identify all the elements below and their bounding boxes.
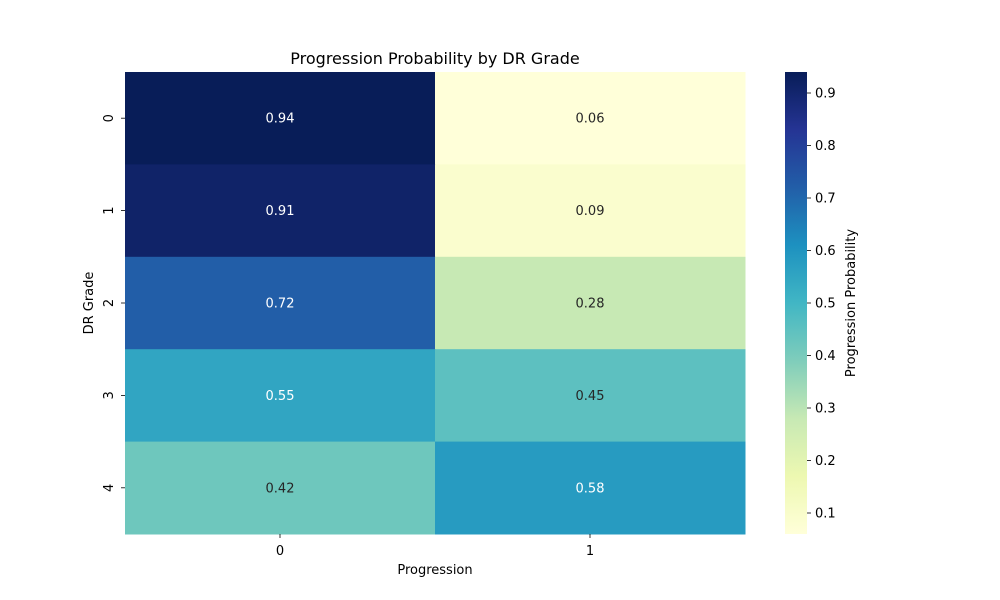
colorbar-tick-label-3: 0.4 xyxy=(815,349,836,364)
cell-annotation-r0-c1: 0.06 xyxy=(576,112,605,127)
heatmap-cell-r0-c1 xyxy=(435,72,746,165)
cell-annotation-r2-c0: 0.72 xyxy=(266,297,295,312)
chart-title: Progression Probability by DR Grade xyxy=(290,49,579,68)
cell-annotation-r3-c1: 0.45 xyxy=(576,389,605,404)
y-tick-label-3: 3 xyxy=(102,391,117,399)
x-axis-label: Progression xyxy=(397,563,472,578)
x-tick-label-1: 1 xyxy=(586,544,594,559)
colorbar-tick-label-5: 0.6 xyxy=(815,244,836,259)
colorbar-label: Progression Probability xyxy=(844,229,859,377)
colorbar-tick-label-2: 0.3 xyxy=(815,402,836,417)
colorbar-tick-label-0: 0.1 xyxy=(815,507,836,522)
cell-annotation-r4-c1: 0.58 xyxy=(576,481,605,496)
cell-annotation-r3-c0: 0.55 xyxy=(266,389,295,404)
axis-ticks: 0 1 0 1 2 3 4 xyxy=(102,114,594,559)
cell-annotation-r1-c0: 0.91 xyxy=(266,204,295,219)
cell-annotation-r4-c0: 0.42 xyxy=(266,481,295,496)
heatmap-cell-r3-c0 xyxy=(125,349,436,443)
cell-annotations: 0.94 0.06 0.91 0.09 0.72 0.28 0.55 0.45 0.42 0.58 xyxy=(266,112,605,497)
cell-annotation-r1-c1: 0.09 xyxy=(576,204,605,219)
heatmap-cell-r3-c1 xyxy=(435,349,746,443)
heatmap-cells xyxy=(125,72,746,535)
colorbar: 0.1 0.2 0.3 0.4 0.5 0.6 0.7 0.8 0.9 xyxy=(785,72,836,534)
heatmap-cell-r1-c0 xyxy=(125,164,436,258)
heatmap-cell-r1-c1 xyxy=(435,164,746,258)
y-tick-label-1: 1 xyxy=(102,206,117,214)
colorbar-tick-label-6: 0.7 xyxy=(815,192,836,207)
y-axis-label: DR Grade xyxy=(82,272,97,335)
y-tick-label-0: 0 xyxy=(102,114,117,122)
heatmap-cell-r2-c1 xyxy=(435,256,746,350)
y-tick-label-4: 4 xyxy=(102,484,117,492)
colorbar-gradient xyxy=(785,72,807,534)
x-tick-label-0: 0 xyxy=(276,544,284,559)
cell-annotation-r2-c1: 0.28 xyxy=(576,297,605,312)
y-tick-label-2: 2 xyxy=(102,299,117,307)
colorbar-tick-label-1: 0.2 xyxy=(815,454,836,469)
cell-annotation-r0-c0: 0.94 xyxy=(266,112,295,127)
heatmap-cell-r4-c0 xyxy=(125,441,436,535)
colorbar-tick-label-8: 0.9 xyxy=(815,87,836,102)
heatmap-cell-r0-c0 xyxy=(125,72,436,165)
heatmap-cell-r4-c1 xyxy=(435,441,746,535)
colorbar-tick-label-7: 0.8 xyxy=(815,139,836,154)
heatmap-cell-r2-c0 xyxy=(125,256,436,350)
colorbar-tick-label-4: 0.5 xyxy=(815,297,836,312)
